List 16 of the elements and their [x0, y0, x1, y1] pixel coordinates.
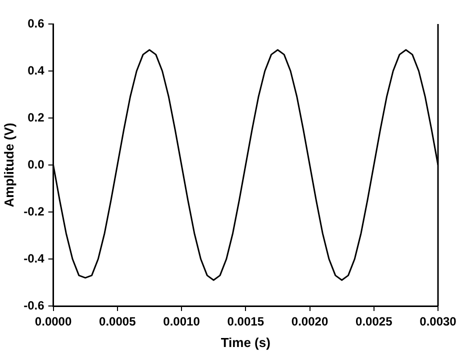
x-tick-label: 0.0020 [291, 314, 328, 329]
x-tick-label: 0.0010 [163, 314, 200, 329]
x-axis-title: Time (s) [220, 334, 270, 350]
y-tick-label: -0.2 [24, 204, 45, 218]
x-tick-label: 0.0015 [227, 314, 264, 329]
y-tick-label: -0.6 [24, 298, 45, 312]
x-tick-label: 0.0005 [99, 314, 136, 329]
y-tick-label: 0.6 [28, 16, 45, 30]
y-tick-label: 0.0 [28, 157, 45, 172]
x-tick-label: 0.0000 [34, 314, 72, 329]
y-tick-label: -0.4 [24, 251, 45, 266]
x-tick-label: 0.0030 [420, 314, 457, 329]
x-tick-label: 0.0025 [356, 314, 393, 329]
y-tick-label: 0.2 [28, 110, 45, 124]
y-axis-title: Amplitude (V) [1, 122, 16, 208]
y-tick-label: 0.4 [28, 63, 45, 78]
